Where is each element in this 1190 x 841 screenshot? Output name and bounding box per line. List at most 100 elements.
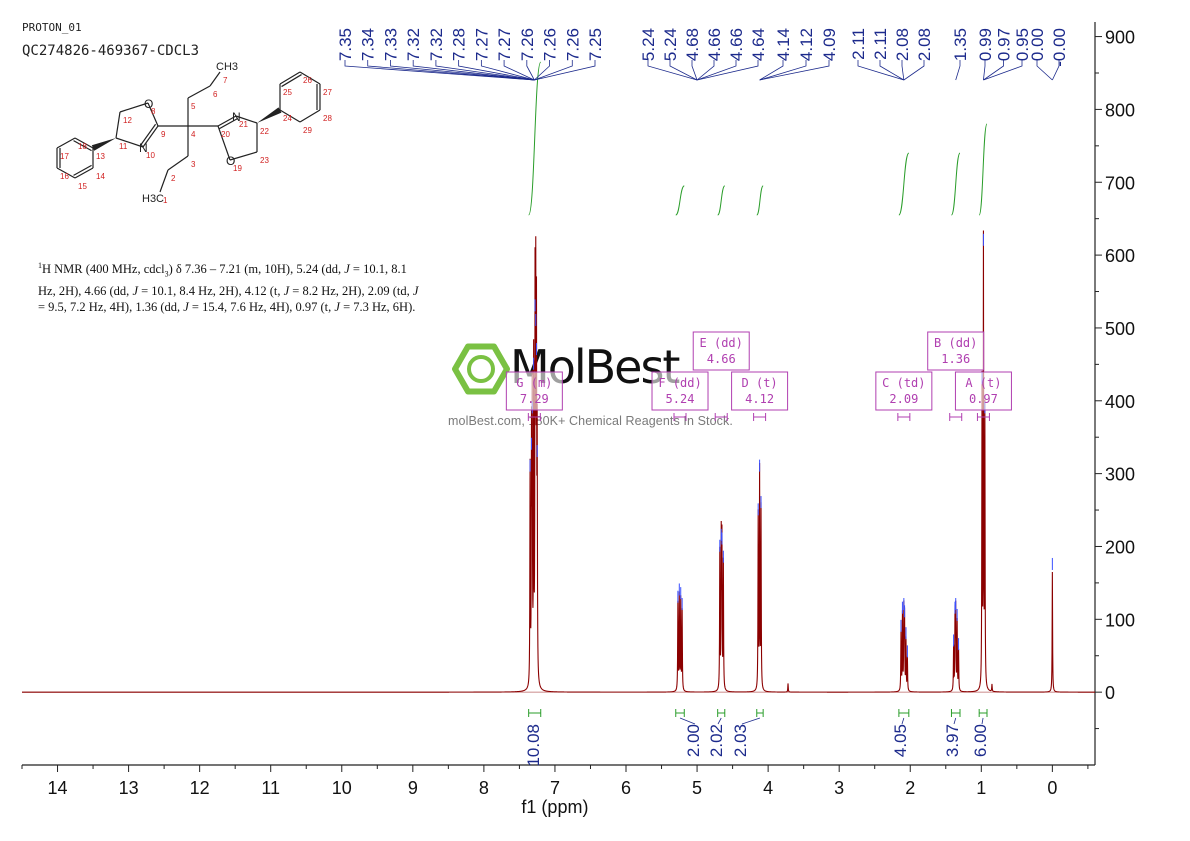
bond [147,102,159,127]
bond [279,109,301,123]
bond [74,137,94,149]
bond [235,115,258,124]
y-tick-label: 700 [1105,173,1135,193]
atom-number: 28 [323,114,332,123]
atom-number: 15 [78,182,87,191]
x-tick-label: 1 [976,778,986,798]
atom-O: O [144,97,153,111]
integral-value: 10.08 [524,724,543,767]
nmr-text-segment: = 7.3 Hz, 6H). [339,299,416,314]
double-bond [140,123,157,146]
experiment-name: PROTON_01 [22,21,82,34]
multiplet-shift: 1.36 [941,352,970,366]
peak-label: 4.12 [797,28,816,61]
atom-number: 6 [213,90,218,99]
multiplet-shift: 0.97 [969,392,998,406]
spectrum-line [22,230,1095,693]
atom-number: 23 [260,156,269,165]
chemical-structure: OONNCH3H3C123456789101112131415161718192… [56,61,332,205]
peak-label-connector [696,60,759,81]
peak-label: 5.24 [639,28,658,61]
multiplet-box [692,331,750,371]
peak-label-connector [526,60,535,81]
multiplet-label: C (td) [882,376,925,390]
nmr-text-segment: = 9.5, 7.2 Hz, 4H), 1.36 (dd, [38,299,184,314]
atom-number: 7 [223,76,228,85]
integral-annotations: 10.08 2.00 2.02 2.03 4.05 3.97 6.00 [524,709,990,767]
peak-label-connector [759,60,784,81]
bond [74,167,94,179]
multiplet-label: E (dd) [700,336,743,350]
bond [56,167,76,179]
nmr-text-segment: J [412,283,419,298]
multiplet-box [731,371,789,411]
atom-N: N [232,110,241,124]
peak-label: 2.08 [893,28,912,61]
integral-curve [756,185,764,216]
x-tick-label: 0 [1047,778,1057,798]
methyl-label-top: CH3 [216,61,238,73]
atom-number: 20 [221,130,230,139]
integral-connector [901,717,905,725]
peak-label-connector [691,60,698,81]
peak-label: 2.11 [871,28,890,60]
atom-number: 3 [191,160,196,169]
peak-label-connector [1036,60,1053,81]
peak-label: 4.68 [683,28,702,61]
double-bond [281,74,302,88]
atom-number: 10 [146,151,155,160]
atom-number: 25 [283,88,292,97]
peak-label-connector [1051,60,1060,81]
peak-label: 7.26 [541,28,560,61]
atom-number: 27 [323,88,332,97]
atom-number: 2 [171,174,176,183]
atom-number: 17 [60,152,69,161]
peak-label: 4.66 [705,28,724,61]
bond [217,125,231,161]
multiplet-box [875,371,933,411]
peak-label-connector [696,60,715,81]
peak-label-connector [344,60,535,81]
integral-value: 2.00 [684,724,703,757]
bond [159,169,169,193]
x-tick-label: 11 [261,778,280,798]
logo-hexagon [452,343,510,395]
atom-number: 21 [239,120,248,129]
peak-label: 2.11 [849,28,868,60]
peak-label: 0.00 [1028,28,1047,61]
integral-curve [978,123,988,216]
nmr-text-segment: J [334,299,340,314]
multiplet-shift: 2.09 [889,392,918,406]
nmr-text-segment: = 10.1, 8.4 Hz, 2H), 4.12 (t, [138,283,284,298]
atom-number: 16 [60,172,69,181]
logo-ring [467,355,495,383]
bond [187,85,211,99]
bond [119,102,149,113]
integral-curve [675,185,685,216]
bond [217,115,237,127]
integral-value: 4.05 [891,724,910,757]
peak-label-connector [534,60,573,81]
axes: 14 13 12 11 10 9 8 7 6 5 4 3 2 1 0f1 (ppm)900800700600… [21,22,1135,817]
atom-number: 1 [163,196,168,205]
integral-value: 6.00 [971,724,990,757]
peak-label-connector [983,60,1004,81]
peak-label: 4.66 [727,28,746,61]
y-tick-label: 100 [1105,610,1135,630]
bond [115,111,121,139]
peak-label: 4.64 [749,28,768,61]
multiplet-annotations: G (m) 7.29 F (dd) 5.24 E (dd) 4.66 D (t) 4.12 C … [505,331,1012,421]
peak-label-connector [879,60,905,81]
peak-label: 0.97 [995,28,1014,61]
multiplet-shift: 5.24 [666,392,695,406]
molbest-logo-icon [452,343,510,395]
x-tick-label: 4 [763,778,773,798]
peak-label: 7.27 [495,28,514,61]
integral-curve [898,152,910,216]
peak-label-connector [903,60,925,81]
peak-label-connector [480,60,535,81]
x-tick-label: 5 [692,778,702,798]
x-tick-label: 3 [834,778,844,798]
spectrum-trace [22,230,1095,693]
